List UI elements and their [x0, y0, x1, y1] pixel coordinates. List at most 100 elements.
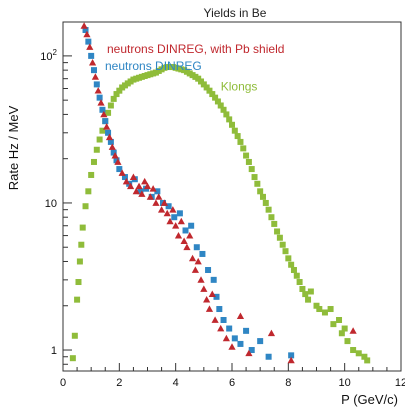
data-point [251, 174, 258, 181]
data-point [276, 234, 283, 241]
data-point [91, 73, 99, 80]
data-point [205, 267, 212, 274]
legend-entry-dinreg: neutrons DINREG [105, 59, 202, 73]
data-point [102, 118, 109, 125]
data-point [248, 347, 255, 354]
data-point [105, 109, 112, 116]
data-point [282, 248, 289, 255]
data-point [240, 145, 247, 152]
data-point [220, 106, 227, 113]
data-point [93, 146, 100, 153]
data-point [236, 312, 245, 320]
data-point [166, 217, 174, 225]
data-point [107, 138, 114, 145]
data-point [143, 182, 152, 190]
data-point [110, 95, 117, 102]
data-point [313, 302, 320, 309]
y-tick-label: 10 [45, 198, 57, 210]
data-point [157, 206, 166, 213]
data-point [257, 188, 264, 195]
data-point [110, 149, 117, 156]
data-point [316, 306, 323, 313]
annotation-klongs: Klongs [221, 79, 258, 93]
data-point [287, 356, 295, 364]
data-point [338, 330, 345, 337]
data-point [327, 306, 334, 313]
data-point [217, 102, 224, 109]
y-tick-label: 102 [40, 48, 57, 63]
data-point [88, 171, 95, 178]
data-point [121, 174, 128, 181]
data-point [186, 231, 194, 239]
data-point [99, 127, 106, 134]
data-point [223, 111, 230, 118]
data-point [243, 152, 250, 159]
data-point [79, 224, 86, 231]
data-point [268, 214, 275, 221]
data-point [296, 279, 303, 286]
data-point [248, 166, 255, 173]
data-point [205, 305, 214, 312]
data-marks [69, 22, 371, 364]
data-point [330, 321, 337, 328]
data-point [171, 214, 178, 221]
data-point [127, 182, 135, 190]
data-point [305, 296, 312, 303]
data-point [237, 138, 244, 145]
data-point [100, 110, 108, 118]
data-point [321, 309, 328, 316]
data-point [229, 121, 235, 128]
data-point [105, 129, 112, 136]
data-point [176, 210, 183, 217]
data-point [217, 324, 225, 332]
chart-title: Yields in Be [204, 6, 267, 20]
data-point [88, 59, 97, 66]
data-point [209, 91, 216, 98]
data-point [288, 352, 295, 359]
data-point [149, 185, 157, 192]
data-point [69, 355, 76, 362]
data-point [180, 237, 188, 245]
y-tick-label: 1 [51, 345, 57, 357]
data-point [122, 177, 130, 185]
data-point [137, 188, 144, 195]
data-point [103, 123, 111, 130]
data-point [245, 158, 252, 165]
data-point [222, 334, 230, 342]
data-point [237, 340, 244, 347]
data-point [183, 243, 191, 251]
data-point [135, 182, 143, 190]
data-point [231, 335, 238, 342]
data-point [113, 91, 120, 98]
data-point [138, 190, 146, 197]
data-point [165, 203, 172, 210]
data-point [174, 231, 183, 239]
data-point [85, 38, 92, 45]
data-point [193, 244, 200, 251]
data-point [97, 99, 105, 106]
legend: neutrons DINREG, with Pb shield neutrons … [105, 42, 284, 93]
data-point [99, 106, 106, 113]
data-point [113, 157, 120, 164]
data-point [307, 288, 314, 295]
data-point [107, 102, 114, 109]
data-point [265, 353, 272, 360]
x-tick-label: 8 [285, 377, 291, 389]
data-point [118, 169, 126, 176]
data-point [90, 67, 97, 74]
data-point [199, 250, 206, 257]
data-point [293, 272, 300, 279]
x-tick-label: 2 [116, 377, 122, 389]
data-point [197, 276, 205, 283]
data-point [82, 203, 89, 210]
data-point [285, 255, 292, 262]
data-point [361, 353, 368, 360]
axes: 0 2 4 6 8 10 12 1 10 102 [40, 48, 405, 389]
data-point [350, 347, 357, 354]
data-point [85, 188, 92, 195]
data-point [231, 127, 238, 134]
data-point [76, 258, 83, 265]
data-point [71, 332, 78, 339]
data-point [216, 306, 223, 313]
